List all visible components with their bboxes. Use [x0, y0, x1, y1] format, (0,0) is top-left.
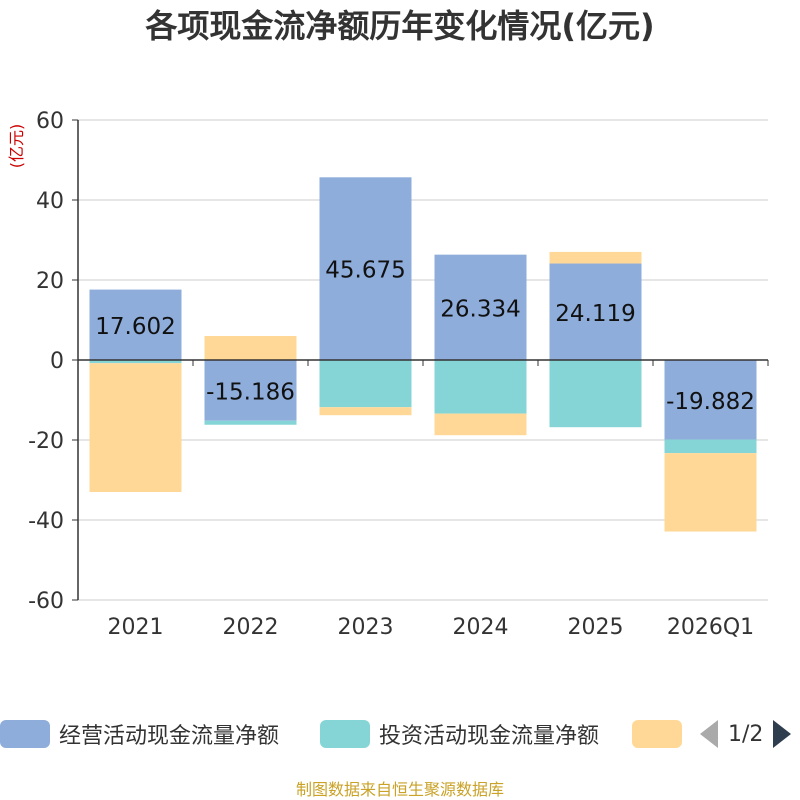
legend-page-indicator: 1/2 — [728, 721, 764, 747]
legend-item-investing[interactable]: 投资活动现金流量净额 — [320, 712, 599, 756]
y-axis-unit-label: (亿元) — [7, 124, 26, 169]
legend-swatch-operating — [0, 720, 50, 748]
x-tick-label-2023: 2023 — [338, 615, 394, 640]
data-label-2026q1: -19.882 — [666, 389, 755, 415]
legend-pager: 1/2 — [700, 712, 792, 756]
bar-series3-2021 — [89, 363, 182, 492]
y-tick-label: 40 — [36, 189, 64, 214]
x-tick-label-2022: 2022 — [223, 615, 279, 640]
data-label-2024: 26.334 — [440, 296, 520, 322]
bar-series3-2023 — [319, 407, 412, 416]
stacked-bar-chart: 60 40 20 0 -20 -40 -60 (亿元) 2021 2022 2023 2024 2025… — [7, 109, 769, 640]
bar-series2-2025 — [549, 360, 642, 428]
bar-series1-2025 — [549, 263, 642, 360]
bar-series2-2026q1 — [664, 439, 757, 454]
data-source-footer: 制图数据来自恒生聚源数据库 — [295, 780, 504, 799]
legend-label-operating: 经营活动现金流量净额 — [59, 724, 280, 749]
bar-series2-2023 — [319, 360, 412, 408]
legend-swatch-investing — [320, 720, 370, 748]
bar-series1-2024 — [434, 254, 527, 360]
y-tick-label: 20 — [36, 269, 64, 294]
x-tick-label-2024: 2024 — [453, 615, 509, 640]
bar-series2-2024 — [434, 360, 527, 414]
chart-title: 各项现金流净额历年变化情况(亿元) — [145, 7, 655, 45]
x-tick-label-2025: 2025 — [568, 615, 624, 640]
data-label-2022: -15.186 — [206, 379, 295, 405]
triangle-right-icon[interactable] — [773, 720, 792, 748]
y-tick-label: -20 — [28, 429, 64, 454]
y-tick-label: -40 — [28, 509, 64, 534]
bar-series1-2022 — [204, 360, 297, 421]
legend-item-financing[interactable] — [632, 712, 691, 756]
y-tick-label: 60 — [36, 109, 64, 134]
legend-item-operating[interactable]: 经营活动现金流量净额 — [0, 712, 279, 756]
legend-label-investing: 投资活动现金流量净额 — [379, 724, 600, 749]
y-tick-label: 0 — [50, 349, 64, 374]
data-label-2021: 17.602 — [95, 314, 175, 340]
bar-series2-2021 — [89, 360, 182, 364]
legend-swatch-financing — [632, 720, 682, 748]
bar-series3-2026q1 — [664, 453, 757, 532]
bar-series3-2022 — [204, 336, 297, 360]
bar-series1-2026q1 — [664, 360, 757, 440]
bar-series3-2024 — [434, 413, 527, 436]
bar-series2-2022 — [204, 420, 297, 425]
bar-series1-2021 — [89, 289, 182, 360]
x-tick-label-2026q1: 2026Q1 — [667, 615, 754, 640]
data-label-2025: 24.119 — [555, 301, 635, 327]
y-tick-label: -60 — [28, 589, 64, 614]
bar-series1-2023 — [319, 177, 412, 360]
bar-series3-2025 — [549, 251, 642, 264]
legend: 经营活动现金流量净额 投资活动现金流量净额 1/2 — [0, 712, 800, 756]
x-tick-label-2021: 2021 — [108, 615, 164, 640]
triangle-left-icon[interactable] — [700, 720, 718, 748]
data-label-2023: 45.675 — [325, 258, 405, 284]
